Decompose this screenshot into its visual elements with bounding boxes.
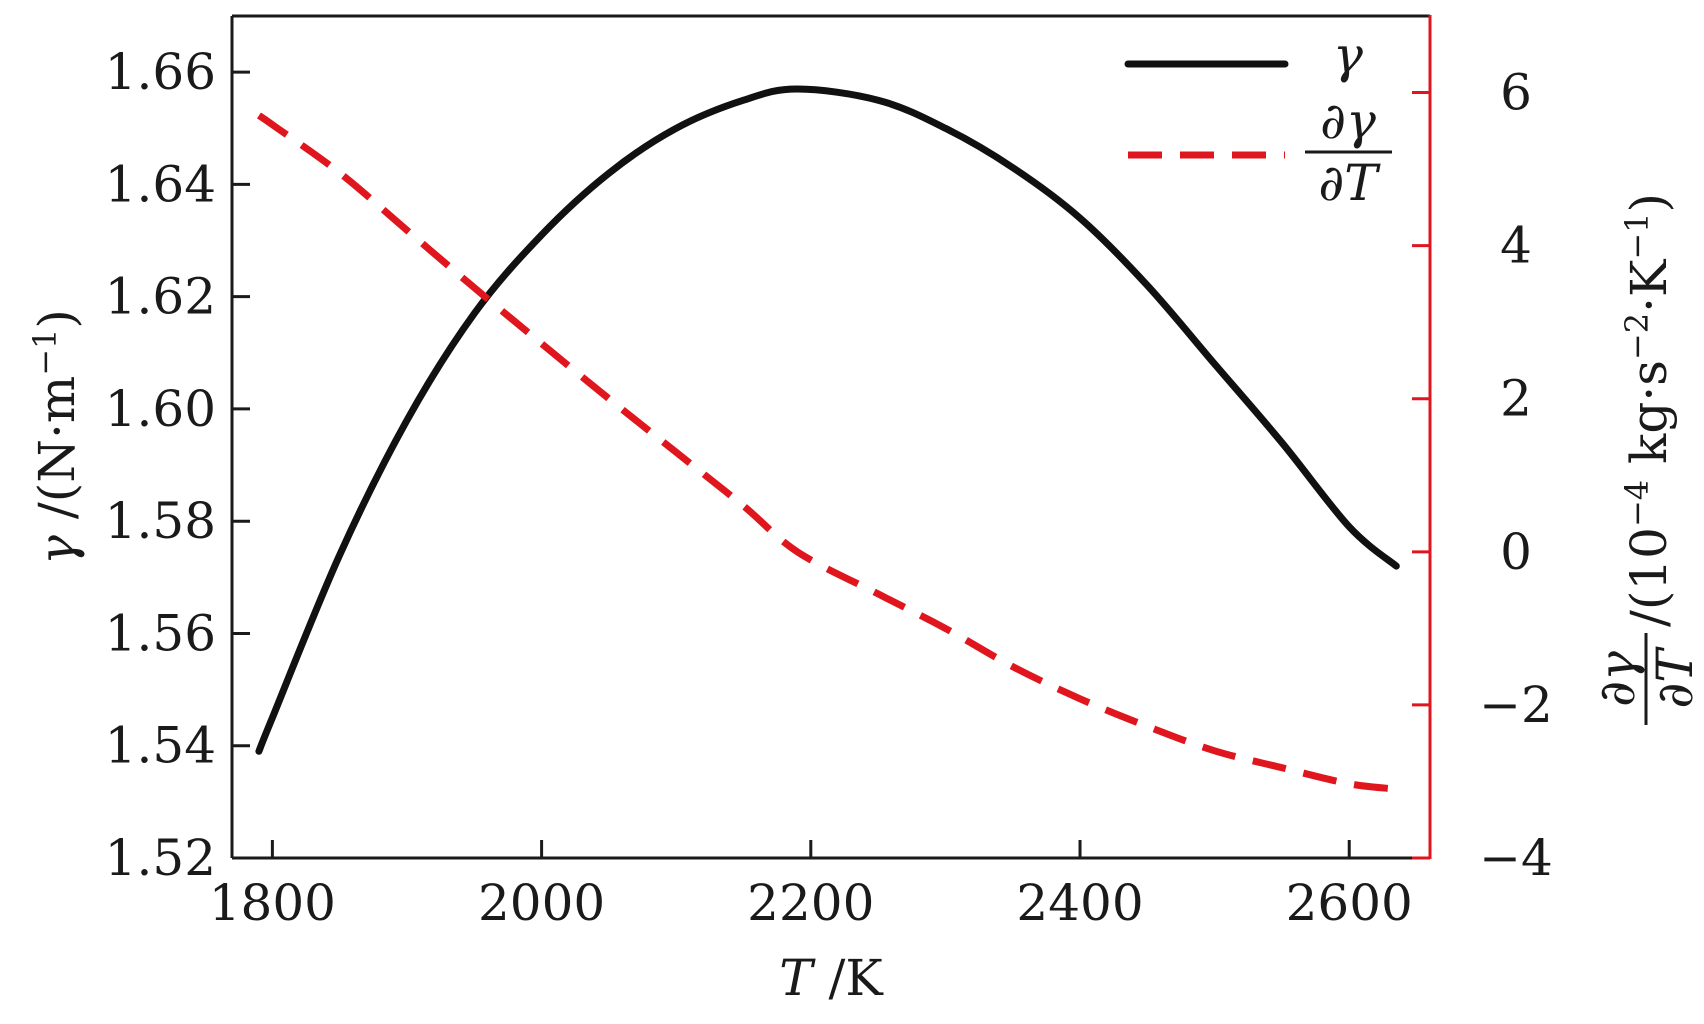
y-right-tick-label: 4 [1500,217,1532,275]
y-right-unit-mid: kg·s [1620,360,1678,480]
y-right-tick-label: −4 [1479,829,1553,887]
y-left-axis-title: γ /(N·m−1) [26,309,86,565]
legend: γ ∂γ∂T [1124,26,1392,212]
y-right-fraction-num: ∂γ [1588,651,1646,707]
y-left-tick-label: 1.58 [105,492,216,550]
plot-frame [230,14,1432,860]
y-left-tick-label: 1.66 [105,43,216,101]
axis-titles: T /Kγ /(N·m−1)∂γ ∂T/(10−4 kg·s−2·K−1) [26,193,1704,1007]
x-axis-symbol: T [779,949,816,1007]
legend-label-den: ∂T [1318,154,1381,212]
legend-label-gamma: γ [1333,26,1363,84]
y-left-tick-label: 1.64 [105,155,216,213]
x-tick-label: 2000 [478,874,605,932]
x-tick-label: 2600 [1286,874,1413,932]
y-left-symbol: γ [28,519,86,565]
axes: 1800 2000 2200 2400 2600 1.52 1.54 1.56 1.58 1.60… [105,43,1553,932]
x-axis-unit: /K [813,949,885,1007]
y-right-exp-1: −4 [1618,480,1656,527]
y-right-exp-2: −2 [1618,313,1656,360]
y-right-axis-title: ∂γ ∂T /(10−4 kg·s−2·K−1) [1588,193,1704,725]
x-tick-label: 2200 [747,874,874,932]
plot-series [255,85,1400,793]
y-left-unit: /(N·m [28,376,86,519]
y-left-exponent: −1 [26,329,64,376]
y-right-tick-label: 0 [1500,523,1532,581]
y-right-unit: /(10−4 kg·s−2·K−1) [1618,193,1678,627]
y-right-unit-close: ) [1620,193,1678,213]
y-right-unit-mid2: ·K [1620,258,1678,313]
y-left-close: ) [28,309,86,329]
x-tick-label: 2400 [1016,874,1143,932]
legend-label-num: ∂γ [1320,92,1376,150]
y-right-tick-label: 2 [1500,370,1532,428]
y-left-tick-label: 1.52 [105,829,216,887]
y-left-tick-label: 1.56 [105,604,216,662]
series-line-gamma [255,85,1400,755]
y-right-unit-prefix: /(10 [1620,527,1678,627]
y-right-tick-label: −2 [1479,676,1553,734]
x-tick-label: 1800 [209,874,336,932]
y-left-tick-label: 1.60 [105,380,216,438]
series-line-dgamma-dT [256,112,1397,793]
y-right-tick-label: 6 [1500,64,1532,122]
y-right-exp-3: −1 [1618,212,1656,259]
y-left-tick-label: 1.54 [105,717,216,775]
x-axis-title: T /K [779,949,884,1007]
y-left-tick-label: 1.62 [105,268,216,326]
y-right-fraction-den: ∂T [1646,646,1704,709]
